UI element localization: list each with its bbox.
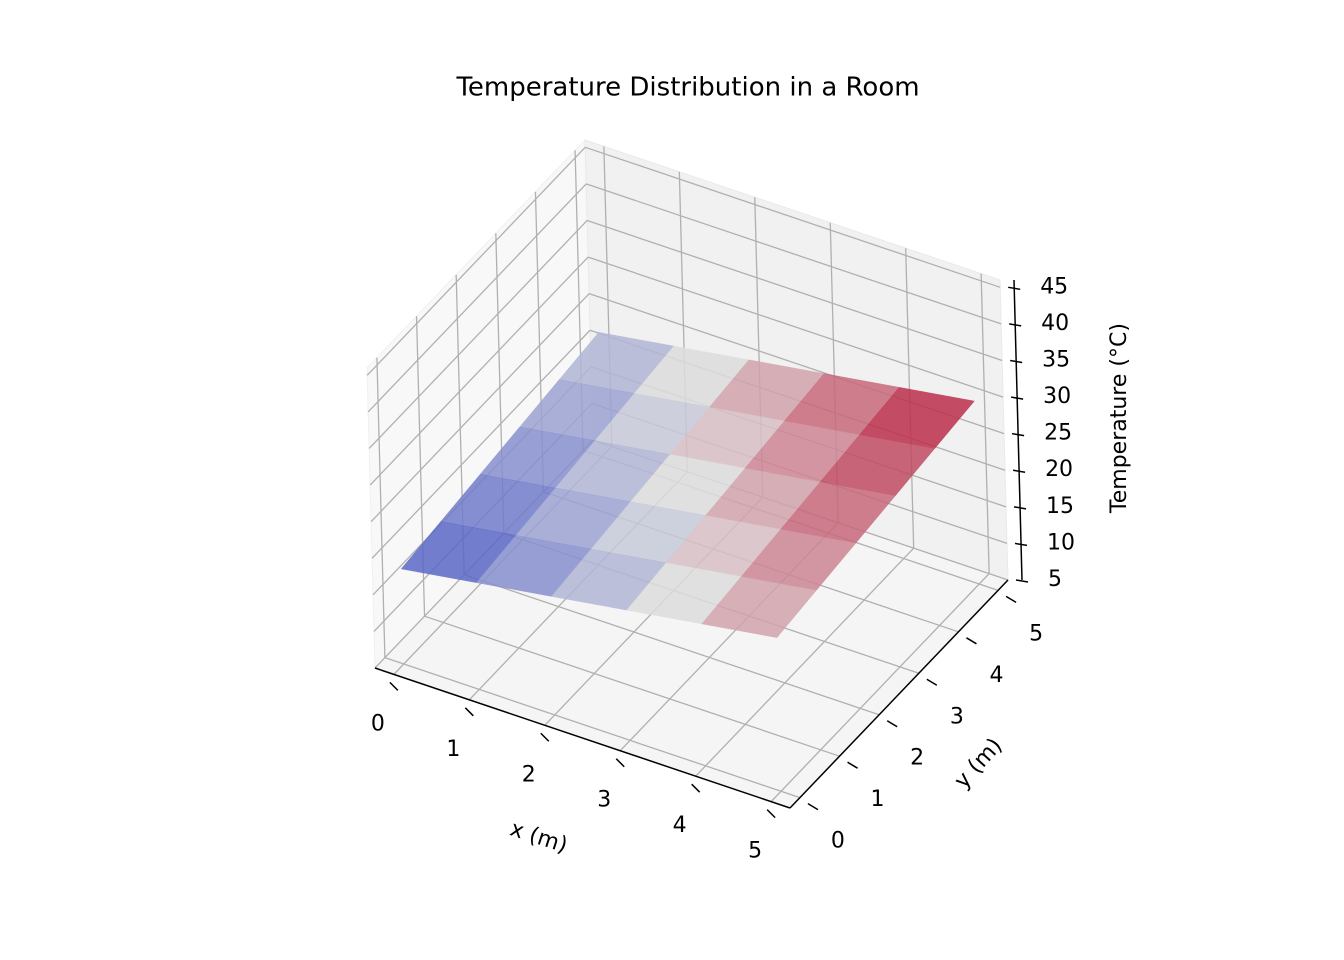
x-axis xyxy=(374,667,791,809)
z-tick-label: 15 xyxy=(1046,494,1074,519)
grid-line xyxy=(366,146,586,376)
z-tick-label: 40 xyxy=(1041,311,1069,336)
grid-line xyxy=(376,357,386,658)
tick-mark xyxy=(691,783,701,793)
z-tick-label: 45 xyxy=(1040,274,1068,299)
grid-line xyxy=(371,329,591,559)
tick-mark xyxy=(615,758,625,768)
tick-mark xyxy=(1011,432,1025,437)
y-tick-label: 1 xyxy=(871,787,885,812)
z-tick-label: 20 xyxy=(1045,457,1073,482)
z-tick-label: 5 xyxy=(1048,567,1062,592)
tick-mark xyxy=(847,761,858,769)
grid-line xyxy=(695,547,915,777)
z-tick-label: 30 xyxy=(1043,384,1071,409)
tick-mark xyxy=(1009,323,1022,327)
tick-mark xyxy=(766,809,776,819)
tick-mark xyxy=(1015,579,1029,583)
grid-line xyxy=(586,219,1003,362)
z-tick-label: 10 xyxy=(1047,530,1075,555)
x-tick-label: 4 xyxy=(673,813,687,838)
y-tick-label: 4 xyxy=(989,663,1003,688)
y-tick-label: 2 xyxy=(910,746,924,771)
tick-mark xyxy=(1013,506,1027,510)
tick-mark xyxy=(807,802,819,811)
grid-line xyxy=(367,183,587,413)
tick-mark xyxy=(1014,542,1028,547)
tick-mark xyxy=(966,637,977,645)
surface-patch xyxy=(701,576,817,638)
x-tick-label: 0 xyxy=(371,711,385,736)
tick-mark xyxy=(464,707,474,717)
tick-mark xyxy=(540,732,550,742)
x-tick-label: 3 xyxy=(597,788,611,813)
grid-line xyxy=(424,615,840,757)
y-tick-label: 3 xyxy=(950,704,964,729)
grid-line xyxy=(770,573,990,803)
z-tick-label: 35 xyxy=(1042,347,1070,372)
grid-line xyxy=(584,146,1001,288)
tick-mark xyxy=(1010,359,1023,364)
y-axis xyxy=(789,579,1009,809)
grid-line xyxy=(585,183,1002,325)
tick-mark xyxy=(926,678,938,686)
grid-line xyxy=(370,293,590,523)
grid-line xyxy=(463,574,880,716)
tick-mark xyxy=(1010,396,1024,400)
grid-line xyxy=(369,256,589,486)
grid-line xyxy=(384,657,801,799)
y-tick-label: 5 xyxy=(1029,621,1043,646)
tick-mark xyxy=(389,681,399,691)
tick-mark xyxy=(886,720,898,728)
tick-mark xyxy=(1005,595,1017,604)
tick-mark xyxy=(1012,469,1026,473)
x-tick-label: 2 xyxy=(522,762,536,787)
x-axis-label: x (m) xyxy=(507,817,570,859)
grid-line xyxy=(368,220,588,449)
y-tick-label: 0 xyxy=(831,829,845,854)
z-axis-label: Temperature (°C) xyxy=(1107,323,1132,514)
x-tick-label: 5 xyxy=(748,839,762,864)
y-axis-label: y (m) xyxy=(950,734,1008,794)
z-tick-label: 25 xyxy=(1044,421,1072,446)
x-tick-label: 1 xyxy=(446,737,460,762)
grid-line xyxy=(980,273,990,574)
z-axis xyxy=(1013,279,1023,581)
tick-mark xyxy=(1008,286,1021,291)
grid-line xyxy=(587,256,1004,398)
chart-title: Temperature Distribution in a Room xyxy=(455,73,919,103)
